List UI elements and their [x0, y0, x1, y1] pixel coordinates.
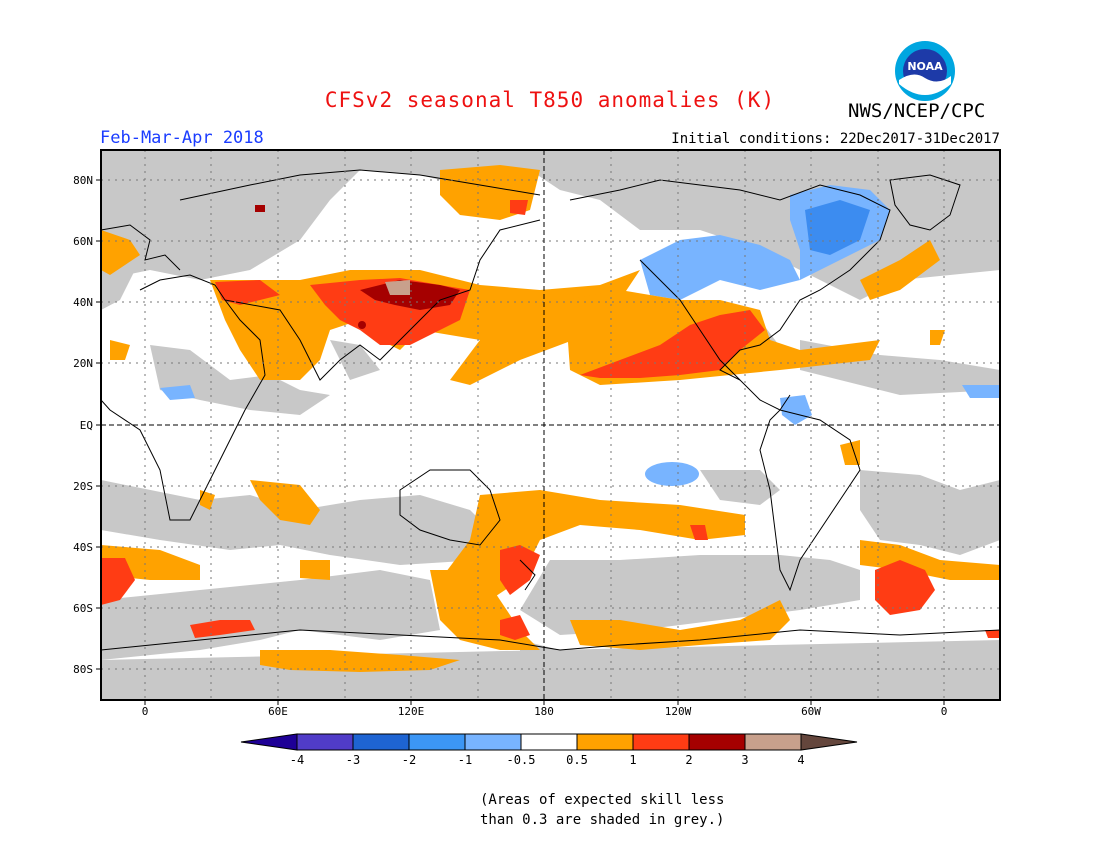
colorbar-arrow-low	[240, 733, 298, 751]
coastlines	[101, 169, 1000, 651]
season-label: Feb-Mar-Apr 2018	[100, 128, 264, 148]
colorbar-swatch	[408, 733, 466, 751]
lon-axis	[144, 700, 945, 705]
colorbar-swatch	[688, 733, 746, 751]
colorbar-label: -4	[290, 753, 304, 767]
colorbar-swatch	[520, 733, 578, 751]
lon-label: 60W	[801, 705, 821, 718]
footnote-line-1: (Areas of expected skill less	[480, 792, 725, 808]
lat-label: 80N	[73, 174, 93, 187]
colorbar-label: 0.5	[566, 753, 588, 767]
lon-label: 180	[534, 705, 554, 718]
colorbar-arrow-high	[800, 733, 858, 751]
warm-regions-4	[385, 280, 410, 295]
lon-label: 0	[142, 705, 149, 718]
lat-label: EQ	[80, 419, 93, 432]
lon-label: 120W	[665, 705, 692, 718]
map-title: CFSv2 seasonal T850 anomalies (K)	[324, 88, 776, 112]
colorbar-label: 4	[797, 753, 804, 767]
agency-label: NWS/NCEP/CPC	[848, 100, 986, 122]
lat-axis	[96, 179, 101, 670]
noaa-logo-text: NOAA	[907, 60, 943, 73]
colorbar-swatch	[352, 733, 410, 751]
lat-label: 60N	[73, 235, 93, 248]
colorbar-label: 2	[685, 753, 692, 767]
lon-label: 0	[941, 705, 948, 718]
lat-label: 40N	[73, 296, 93, 309]
colorbar-label: -0.5	[507, 753, 536, 767]
footnote-line-2: than 0.3 are shaded in grey.)	[480, 812, 725, 828]
equator-dateline	[101, 150, 1000, 700]
colorbar-swatch	[464, 733, 522, 751]
lat-label: 20S	[73, 480, 93, 493]
initial-conditions-label: Initial conditions: 22Dec2017-31Dec2017	[671, 131, 1000, 147]
map-shading	[101, 150, 1000, 700]
lon-label: 60E	[268, 705, 288, 718]
colorbar-label: 3	[741, 753, 748, 767]
lat-label: 40S	[73, 541, 93, 554]
colorbar-swatch	[632, 733, 690, 751]
lat-label: 60S	[73, 602, 93, 615]
noaa-logo-icon: NOAA	[895, 41, 955, 101]
lat-label: 80S	[73, 663, 93, 676]
colorbar-label: -3	[346, 753, 360, 767]
colorbar-label: -1	[458, 753, 472, 767]
colorbar: -4 -3 -2 -1 -0.5 0.5 1 2 3 4	[240, 733, 858, 767]
lon-label: 120E	[398, 705, 425, 718]
lat-label: 20N	[73, 357, 93, 370]
colorbar-swatch	[744, 733, 802, 751]
colorbar-swatch	[576, 733, 634, 751]
colorbar-swatch	[296, 733, 354, 751]
colorbar-label: -2	[402, 753, 416, 767]
warm-regions-2	[101, 200, 1000, 640]
cool-regions	[160, 185, 1000, 486]
colorbar-label: 1	[629, 753, 636, 767]
